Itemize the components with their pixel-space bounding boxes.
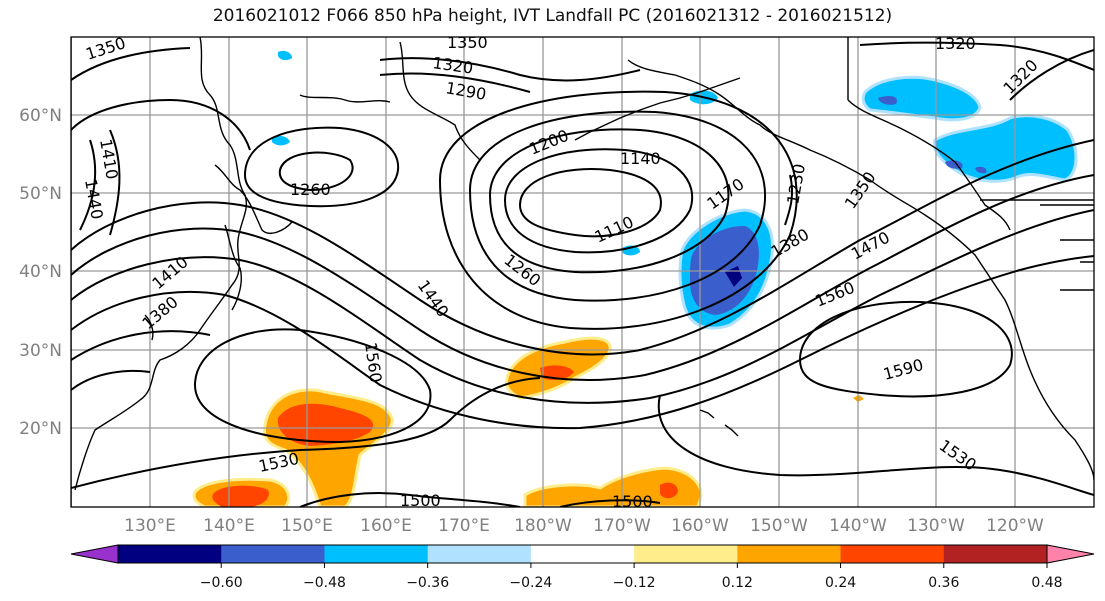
colorbar-ticks: −0.60 −0.48 −0.36 −0.24 −0.12 0.12 0.24 0.36 0.4… xyxy=(200,563,1063,591)
colorbar-segment xyxy=(530,545,635,563)
colorbar-tick-label: 0.24 xyxy=(825,575,856,591)
colorbar-extend-low xyxy=(70,544,119,564)
lon-label: 140°W xyxy=(829,516,887,536)
contour-label: 1320 xyxy=(935,34,976,53)
lon-label: 150°W xyxy=(750,516,808,536)
lon-label: 150°E xyxy=(281,516,333,536)
plot-frame xyxy=(70,36,1095,508)
lon-label: 160°E xyxy=(360,516,412,536)
colorbar-tick-label: −0.12 xyxy=(613,575,656,591)
colorbar-segment xyxy=(221,545,325,563)
colorbar-segment xyxy=(737,545,842,563)
latitude-labels: 60°N 50°N 40°N 30°N 20°N xyxy=(19,106,62,439)
colorbar-frame xyxy=(117,544,1048,564)
colorbar-segment xyxy=(943,545,1048,563)
colorbar-extend-high xyxy=(1046,544,1095,564)
lon-label: 170°E xyxy=(438,516,490,536)
height-contours xyxy=(71,41,1094,507)
contour-label: 1140 xyxy=(620,149,661,168)
lat-label: 40°N xyxy=(19,262,62,282)
colorbar-segment xyxy=(634,545,738,563)
colorbar-tick-label: −0.48 xyxy=(303,575,346,591)
contour-label: 1500 xyxy=(612,492,653,511)
colorbar-segment xyxy=(324,545,429,563)
map-title: 2016021012 F066 850 hPa height, IVT Land… xyxy=(212,6,893,26)
colorbar-tick-label: 0.48 xyxy=(1031,575,1062,591)
lon-label: 120°W xyxy=(986,516,1044,536)
lat-label: 60°N xyxy=(19,106,62,126)
lon-label: 160°W xyxy=(671,516,729,536)
contour-label: 1350 xyxy=(447,33,488,52)
colorbar-tick-label: −0.60 xyxy=(200,575,243,591)
colorbar-tick-label: −0.36 xyxy=(406,575,449,591)
lon-label: 130°W xyxy=(907,516,965,536)
colorbar-segment xyxy=(427,545,532,563)
lat-label: 50°N xyxy=(19,184,62,204)
contour-label: 1260 xyxy=(290,180,331,199)
colorbar-tick-label: 0.36 xyxy=(928,575,959,591)
lat-label: 20°N xyxy=(19,419,62,439)
colorbar: −0.60 −0.48 −0.36 −0.24 −0.12 0.12 0.24 0.36 0.4… xyxy=(70,544,1095,591)
ivt-positive-shading xyxy=(192,336,864,507)
colorbar-tick-label: 0.12 xyxy=(722,575,753,591)
colorbar-segments xyxy=(70,544,1095,564)
colorbar-segment xyxy=(118,545,222,563)
lon-label: 170°W xyxy=(593,516,651,536)
longitude-labels: 130°E 140°E 150°E 160°E 170°E 180°W 170°… xyxy=(124,516,1044,536)
lat-label: 30°N xyxy=(19,341,62,361)
colorbar-tick-label: −0.24 xyxy=(509,575,552,591)
lon-label: 140°E xyxy=(203,516,255,536)
lon-label: 130°E xyxy=(124,516,176,536)
colorbar-segment xyxy=(840,545,945,563)
contour-label: 1500 xyxy=(400,491,441,510)
lon-label: 180°W xyxy=(514,516,572,536)
